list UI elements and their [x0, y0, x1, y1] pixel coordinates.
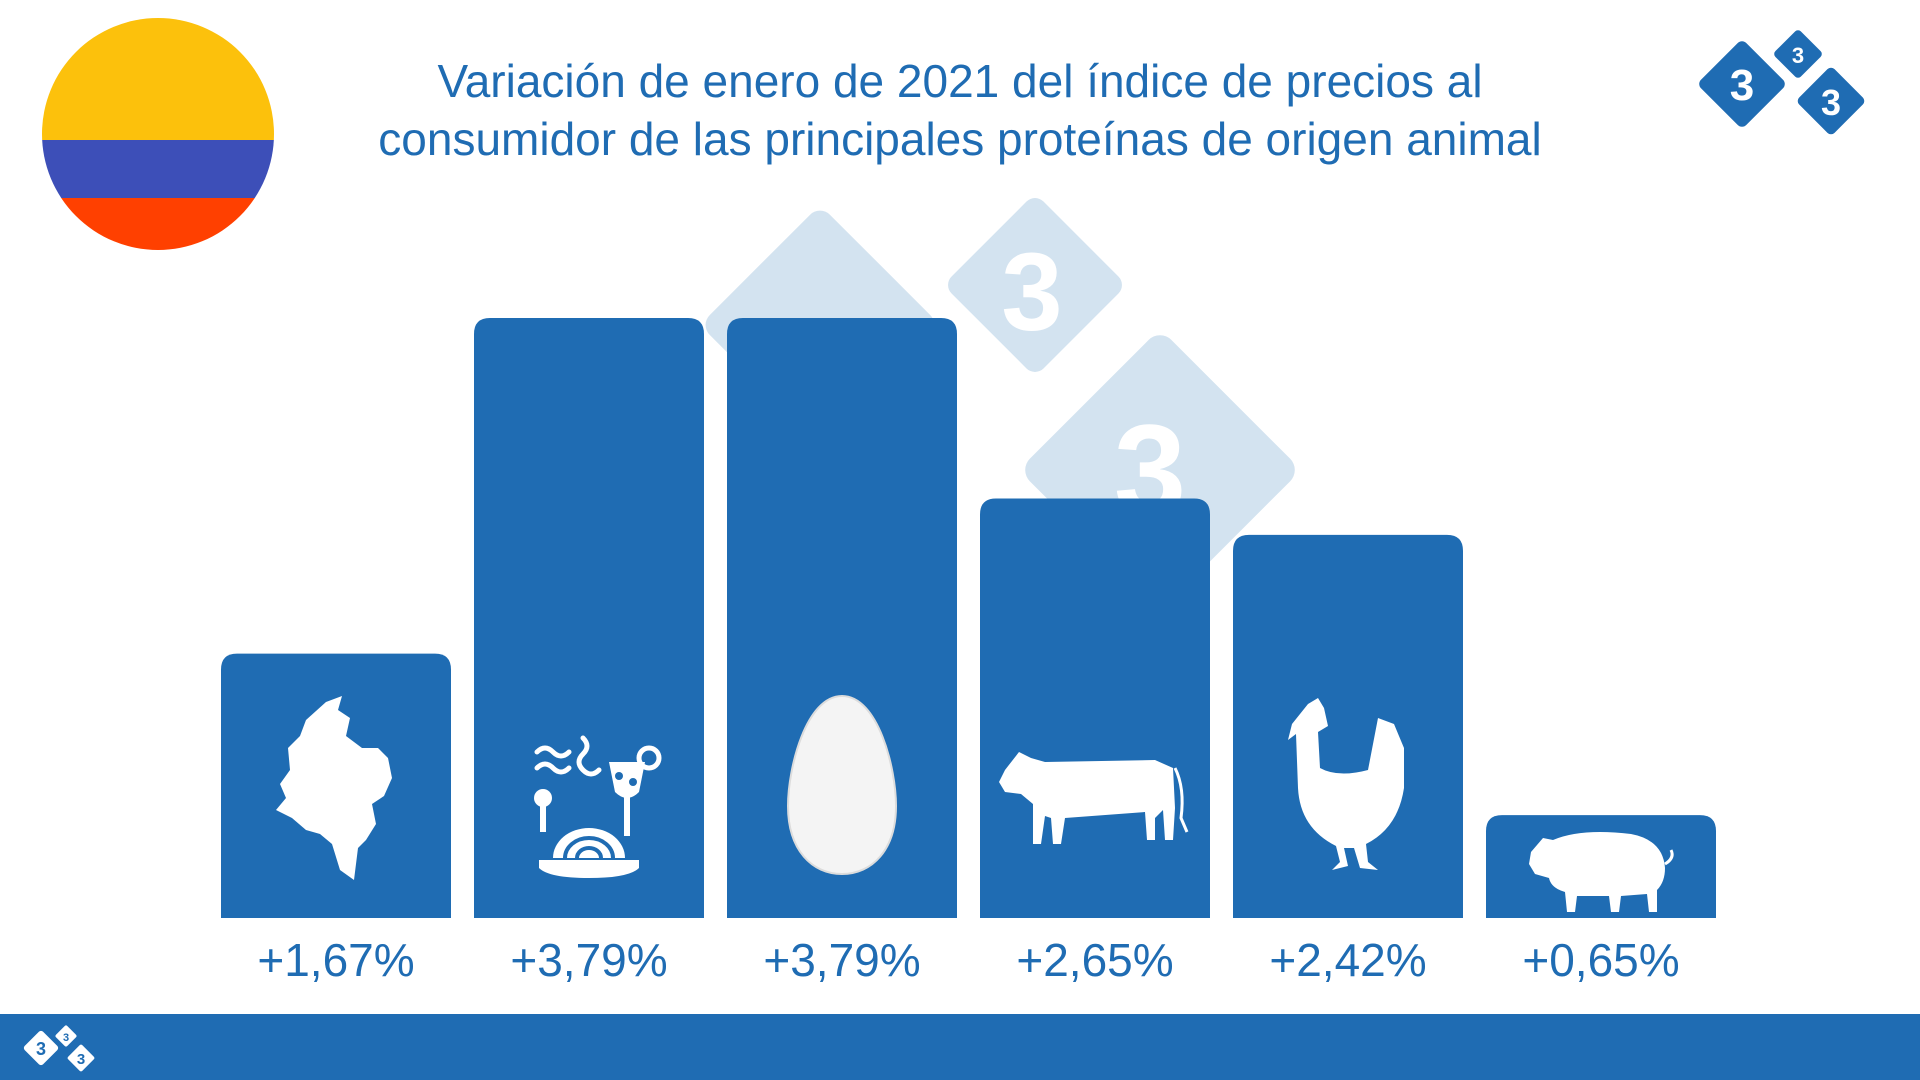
egg-icon: [786, 694, 898, 876]
bar-chart: 3 3 +1,67% +3,79% +3,79% +2,65% +2,42% +0,65%: [221, 198, 1716, 986]
svg-text:3: 3: [1792, 43, 1804, 68]
bar-5: [1233, 534, 1463, 918]
value-label-4: +2,65%: [1016, 934, 1173, 986]
value-label-2: +3,79%: [510, 934, 667, 986]
food-icon: [534, 735, 662, 878]
svg-text:3: 3: [36, 1039, 46, 1059]
bar-4: [980, 498, 1210, 918]
value-label-1: +1,67%: [257, 934, 414, 986]
colombia-map-icon: [276, 696, 392, 880]
brand-logo: 3 3 3: [1699, 30, 1865, 135]
svg-text:3: 3: [77, 1051, 85, 1068]
chicken-icon: [1288, 698, 1404, 870]
svg-text:3: 3: [63, 1032, 69, 1044]
value-label-5: +2,42%: [1269, 934, 1426, 986]
footer-bar: [0, 1014, 1920, 1080]
chart-title: Variación de enero de 2021 del índice de…: [300, 52, 1620, 168]
colombia-flag-icon: [42, 18, 274, 250]
title-line-2: consumidor de las principales proteínas …: [378, 113, 1542, 165]
value-label-6: +0,65%: [1522, 934, 1679, 986]
bar-3: [727, 318, 957, 918]
svg-text:3: 3: [1730, 61, 1754, 110]
pig-icon: [1529, 832, 1674, 912]
cow-icon: [999, 752, 1189, 844]
value-label-3: +3,79%: [763, 934, 920, 986]
footer-logo: 3 3 3: [23, 1025, 95, 1072]
flag-blue-stripe: [42, 140, 274, 198]
svg-text:3: 3: [1001, 231, 1062, 354]
title-line-1: Variación de enero de 2021 del índice de…: [437, 55, 1483, 107]
svg-text:3: 3: [1821, 82, 1841, 123]
